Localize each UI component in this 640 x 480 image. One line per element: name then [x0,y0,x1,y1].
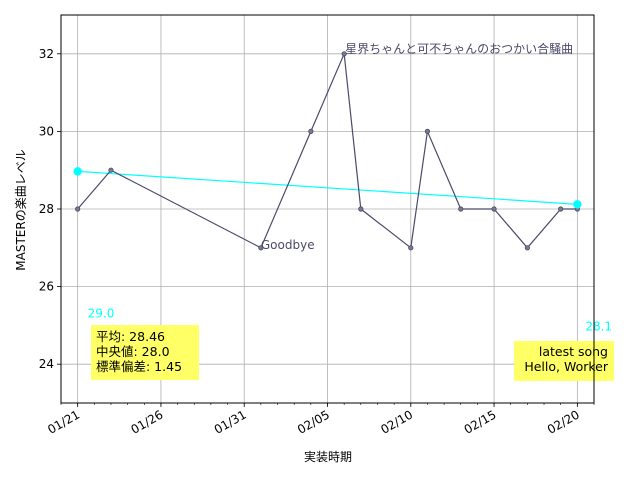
data-point [258,245,264,251]
x-tick-label: 01/21 [45,407,82,436]
trend-endpoint [73,167,82,176]
x-tick-label: 02/20 [545,407,582,436]
trend-start-value: 29.0 [88,306,115,320]
x-axis: 01/21 01/26 01/31 02/05 02/10 02/15 02/20 [45,403,595,437]
latest-song-line: latest song [539,344,608,359]
y-axis-label: MASTERの楽曲レベル [14,149,28,270]
x-tick-label: 02/05 [295,407,332,436]
latest-song-box [514,341,614,381]
x-axis-label: 実装時期 [304,449,352,464]
trend-endpoint [573,200,582,209]
series-layer [73,51,582,251]
annotation-top-song: 星界ちゃんと可不ちゃんのおつかい合騒曲 [345,41,573,56]
data-point [458,206,464,212]
y-tick-label: 32 [39,47,54,61]
y-tick-label: 24 [39,357,54,371]
stats-box [91,325,199,380]
data-point [75,206,81,212]
annotation-bottom-song: Goodbye [261,238,315,252]
x-tick-label: 01/31 [212,407,249,436]
stats-line: 標準偏差: 1.45 [96,359,182,374]
data-point [558,206,564,212]
trend-end-value: 28.1 [585,319,612,333]
data-point [424,128,431,134]
annotation-layer: 星界ちゃんと可不ちゃんのおつかい合騒曲 Goodbye 29.0 28.1 平均: 28… [88,41,614,381]
y-axis: 24 26 28 30 32 [39,47,61,371]
data-point [358,206,364,212]
data-point [308,128,314,134]
data-point [341,51,347,57]
latest-song-line: Hello, Worker [524,359,609,374]
x-tick-label: 02/15 [462,407,499,436]
data-point [524,245,530,251]
y-tick-label: 26 [39,280,54,294]
stats-line: 平均: 28.46 [96,329,165,344]
x-tick-label: 01/26 [128,407,165,436]
trend-line [77,170,578,205]
stats-line: 中央値: 28.0 [96,344,170,359]
data-point [108,167,114,173]
y-tick-label: 28 [39,202,54,216]
x-tick-label: 02/10 [378,407,415,436]
data-point [408,245,414,251]
data-point [491,206,497,212]
y-tick-label: 30 [39,124,54,138]
